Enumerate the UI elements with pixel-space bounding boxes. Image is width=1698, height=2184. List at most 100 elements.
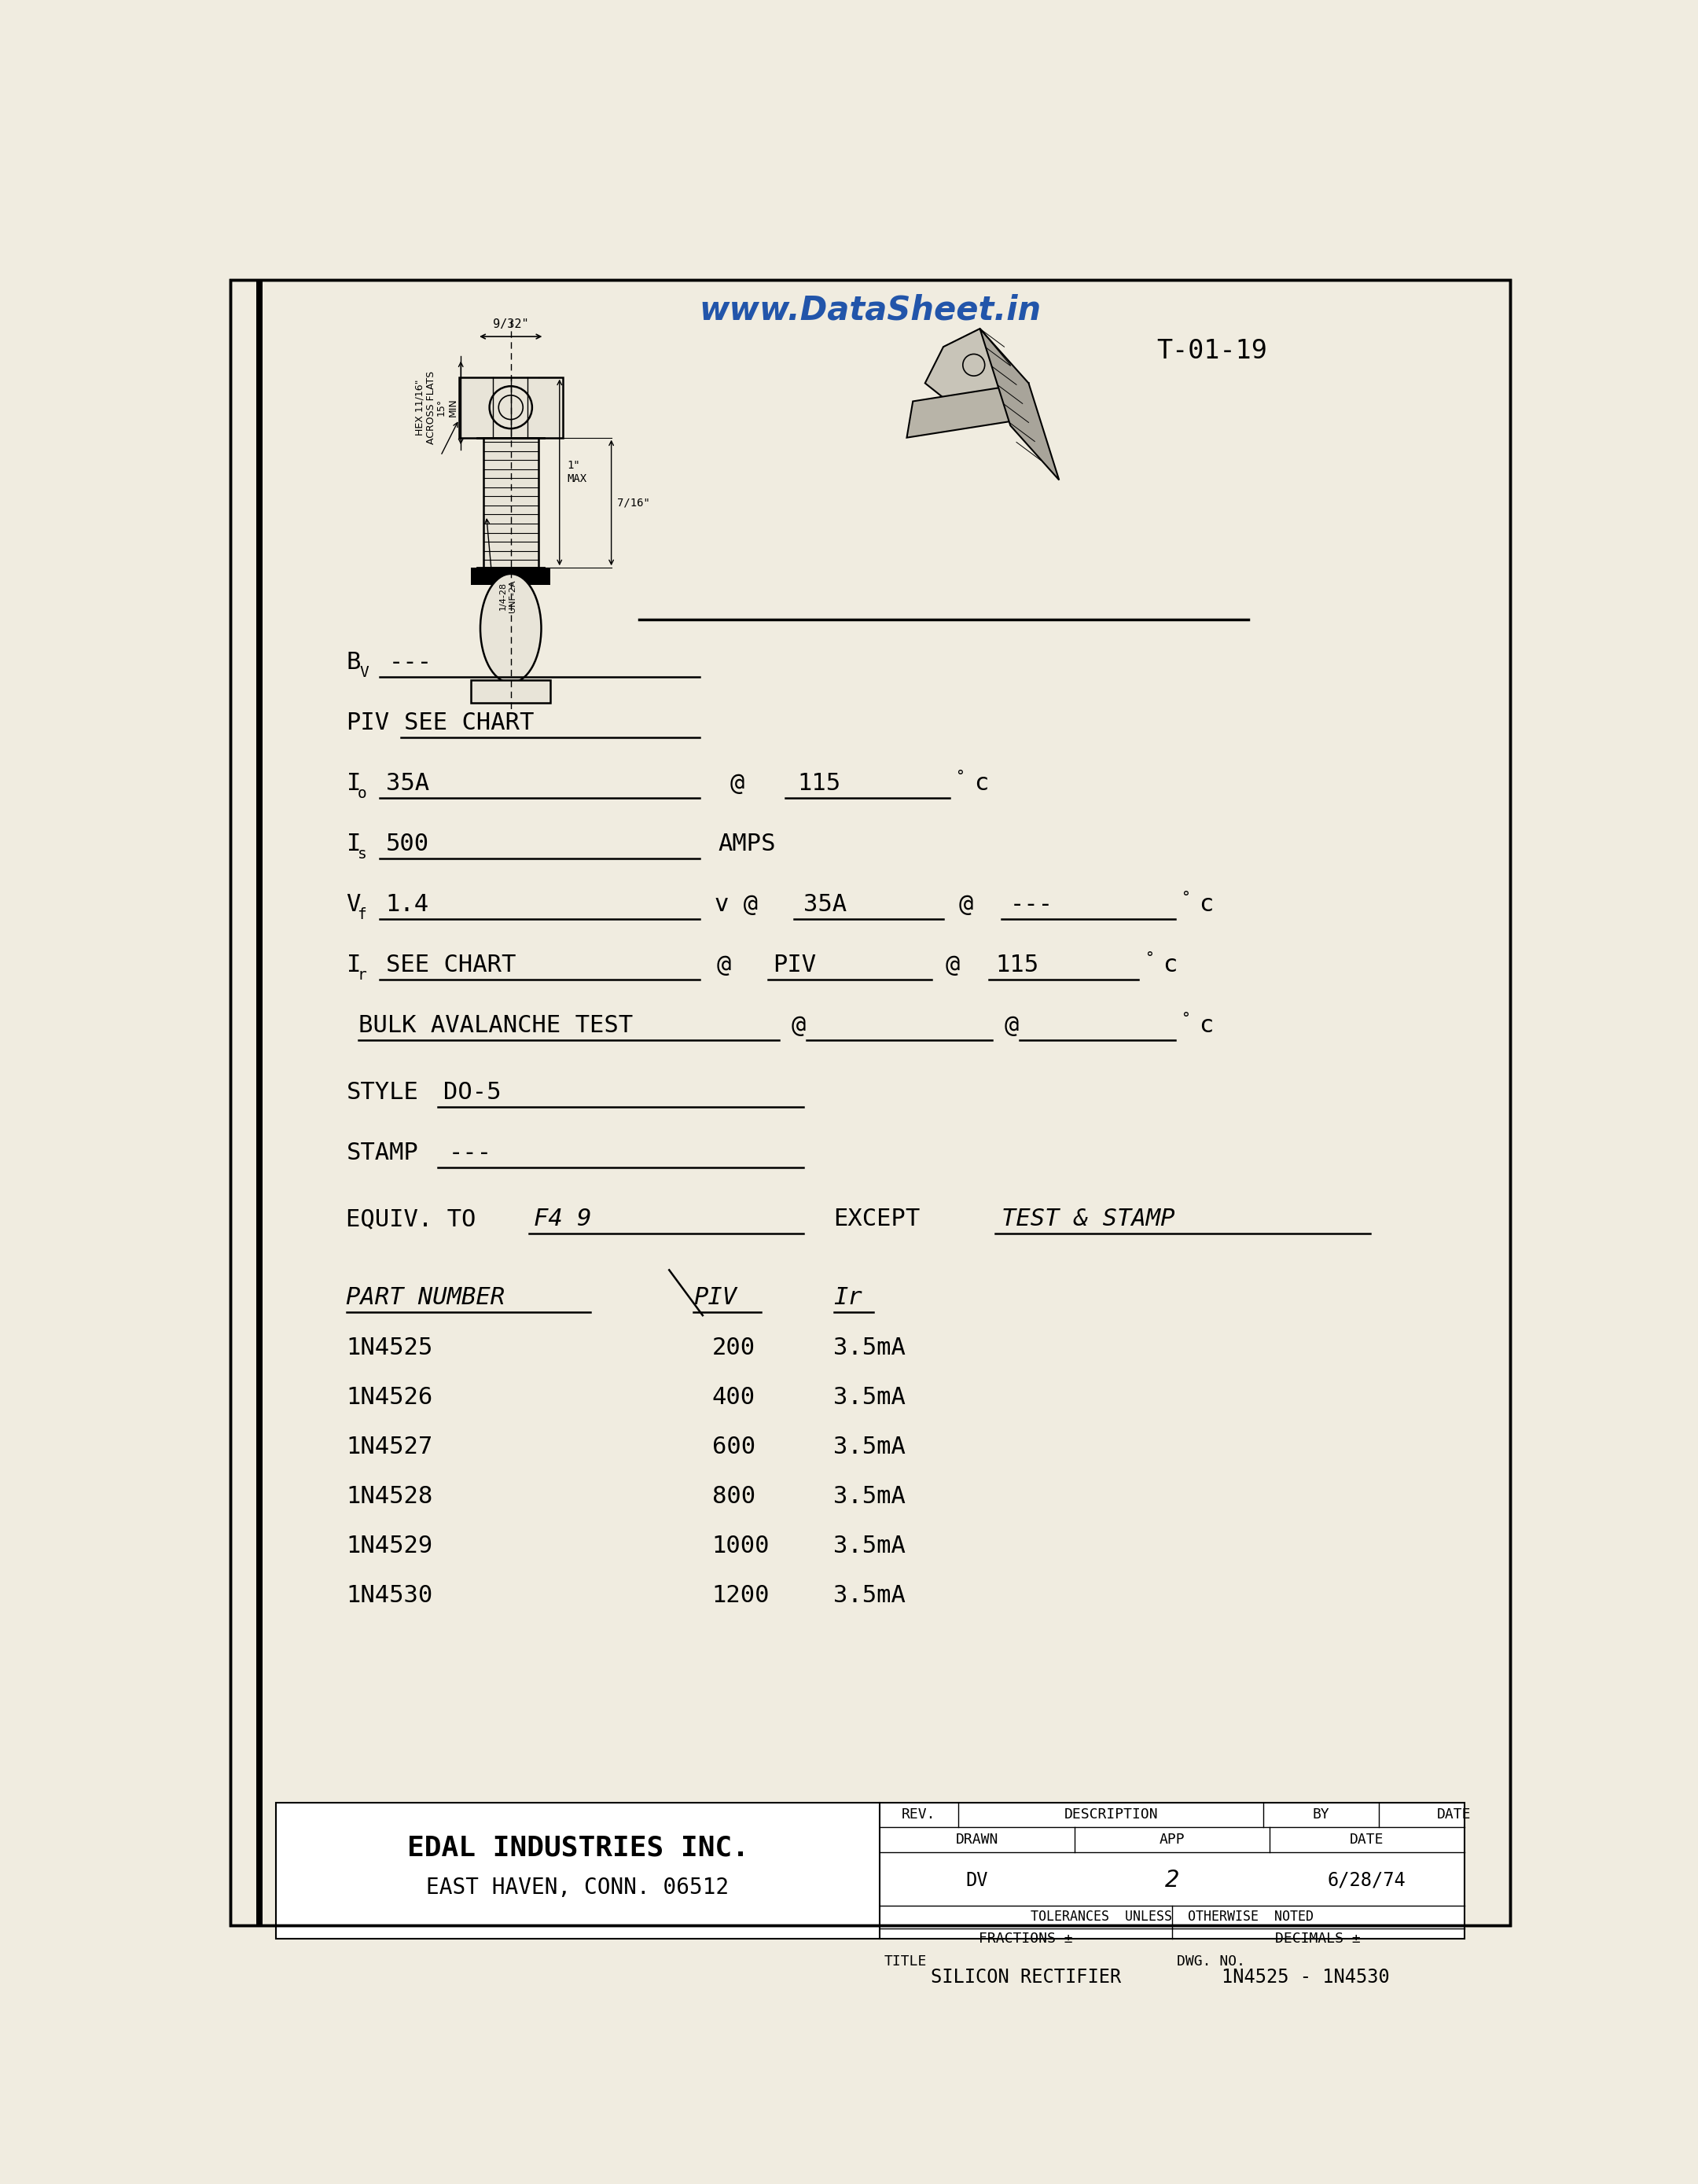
- Polygon shape: [925, 328, 1010, 408]
- Text: 3.5mA: 3.5mA: [834, 1387, 907, 1409]
- Text: T-01-19: T-01-19: [1156, 339, 1267, 365]
- Text: 3.5mA: 3.5mA: [834, 1337, 907, 1358]
- Text: s: s: [357, 847, 367, 860]
- Text: 1/4-28
UNF-2A: 1/4-28 UNF-2A: [499, 581, 516, 614]
- Text: o: o: [357, 786, 367, 802]
- Text: BULK AVALANCHE TEST: BULK AVALANCHE TEST: [358, 1013, 633, 1037]
- Text: EAST HAVEN, CONN. 06512: EAST HAVEN, CONN. 06512: [426, 1876, 728, 1898]
- Text: @: @: [730, 771, 744, 795]
- Text: REV.: REV.: [902, 1808, 936, 1821]
- Text: 1"
MAX: 1" MAX: [567, 461, 586, 485]
- Text: B: B: [346, 651, 360, 673]
- Bar: [277, 1802, 1464, 1939]
- Text: c: c: [1163, 954, 1177, 976]
- Text: DV: DV: [966, 1872, 988, 1889]
- Text: 600: 600: [711, 1435, 756, 1459]
- Text: V: V: [360, 664, 368, 679]
- Text: PART NUMBER: PART NUMBER: [346, 1286, 506, 1310]
- Text: EQUIV. TO: EQUIV. TO: [346, 1208, 475, 1230]
- Text: BY: BY: [1313, 1808, 1330, 1821]
- Text: c: c: [1199, 893, 1214, 915]
- Text: ---: ---: [389, 651, 433, 673]
- Bar: [484, 437, 538, 568]
- Text: 1N4526: 1N4526: [346, 1387, 433, 1409]
- Text: 2: 2: [1165, 1870, 1178, 1891]
- Text: @: @: [1004, 1013, 1019, 1037]
- Circle shape: [1428, 1959, 1462, 1994]
- Text: °: °: [1180, 891, 1190, 904]
- Text: DATE: DATE: [1437, 1808, 1470, 1821]
- Text: 500: 500: [385, 832, 430, 856]
- Text: TOLERANCES  UNLESS  OTHERWISE  NOTED: TOLERANCES UNLESS OTHERWISE NOTED: [1031, 1909, 1313, 1924]
- Text: AMPS: AMPS: [718, 832, 776, 856]
- Text: c: c: [1199, 1013, 1214, 1037]
- Text: 35A: 35A: [803, 893, 847, 915]
- Text: 1200: 1200: [711, 1583, 769, 1607]
- Text: EXCEPT: EXCEPT: [834, 1208, 920, 1230]
- Text: I: I: [346, 954, 360, 976]
- Text: PIV: PIV: [346, 712, 389, 734]
- Text: 1N4530: 1N4530: [346, 1583, 433, 1607]
- Text: 7/16": 7/16": [618, 498, 650, 509]
- Text: @: @: [946, 954, 959, 976]
- Text: TEST & STAMP: TEST & STAMP: [1002, 1208, 1175, 1230]
- Text: I: I: [346, 832, 360, 856]
- Text: v @: v @: [715, 893, 759, 915]
- Text: 15°
MIN: 15° MIN: [436, 397, 458, 417]
- Text: STAMP: STAMP: [346, 1142, 418, 1164]
- Text: STYLE: STYLE: [346, 1081, 418, 1103]
- Text: V: V: [346, 893, 360, 915]
- Text: 3.5mA: 3.5mA: [834, 1535, 907, 1557]
- Text: SEE CHART: SEE CHART: [404, 712, 535, 734]
- Text: 800: 800: [711, 1485, 756, 1507]
- Text: 3.5mA: 3.5mA: [834, 1435, 907, 1459]
- Text: ---: ---: [1010, 893, 1054, 915]
- Polygon shape: [980, 328, 1060, 480]
- Text: @: @: [791, 1013, 805, 1037]
- Bar: [458, 378, 562, 437]
- Text: °: °: [956, 769, 964, 784]
- Text: r: r: [357, 968, 367, 983]
- Text: 115: 115: [995, 954, 1039, 976]
- Text: 1.4: 1.4: [385, 893, 430, 915]
- Text: DESCRIPTION: DESCRIPTION: [1065, 1808, 1158, 1821]
- Text: c: c: [973, 771, 988, 795]
- Text: 1N4525: 1N4525: [346, 1337, 433, 1358]
- Text: 3.5mA: 3.5mA: [834, 1485, 907, 1507]
- Text: 1N4525 - 1N4530: 1N4525 - 1N4530: [1223, 1968, 1391, 1987]
- Text: 1N4528: 1N4528: [346, 1485, 433, 1507]
- Text: HEX 11/16"
ACROSS FLATS: HEX 11/16" ACROSS FLATS: [414, 371, 436, 443]
- Text: SEE CHART: SEE CHART: [385, 954, 516, 976]
- Text: 3.5mA: 3.5mA: [834, 1583, 907, 1607]
- Text: www.DataSheet.in: www.DataSheet.in: [700, 293, 1041, 328]
- Text: DO-5: DO-5: [443, 1081, 501, 1103]
- Text: DWG. NO.: DWG. NO.: [1177, 1955, 1245, 1968]
- Text: EDAL INDUSTRIES INC.: EDAL INDUSTRIES INC.: [408, 1835, 749, 1861]
- Text: 35A: 35A: [385, 771, 430, 795]
- Text: 1N4527: 1N4527: [346, 1435, 433, 1459]
- Text: 115: 115: [796, 771, 841, 795]
- Text: ---: ---: [448, 1142, 492, 1164]
- Text: SILICON RECTIFIER: SILICON RECTIFIER: [931, 1968, 1121, 1987]
- Text: @: @: [717, 954, 732, 976]
- Text: @: @: [959, 893, 973, 915]
- Text: f: f: [357, 906, 367, 922]
- Text: 9/32": 9/32": [492, 319, 528, 330]
- Text: TITLE: TITLE: [885, 1955, 927, 1968]
- Text: °: °: [1180, 1011, 1190, 1026]
- Bar: [470, 679, 550, 703]
- Text: °: °: [1144, 950, 1153, 965]
- Text: 1N4529: 1N4529: [346, 1535, 433, 1557]
- Text: PIV: PIV: [773, 954, 817, 976]
- Text: FRACTIONS ±: FRACTIONS ±: [978, 1933, 1073, 1946]
- Text: DATE: DATE: [1350, 1832, 1384, 1848]
- Text: 6/28/74: 6/28/74: [1328, 1872, 1406, 1889]
- Text: 200: 200: [711, 1337, 756, 1358]
- Text: 1000: 1000: [711, 1535, 769, 1557]
- Polygon shape: [907, 382, 1029, 437]
- Text: F4 9: F4 9: [533, 1208, 591, 1230]
- Text: DECIMALS ±: DECIMALS ±: [1275, 1933, 1360, 1946]
- Text: APP: APP: [1160, 1832, 1185, 1848]
- Bar: [470, 568, 550, 585]
- Text: 400: 400: [711, 1387, 756, 1409]
